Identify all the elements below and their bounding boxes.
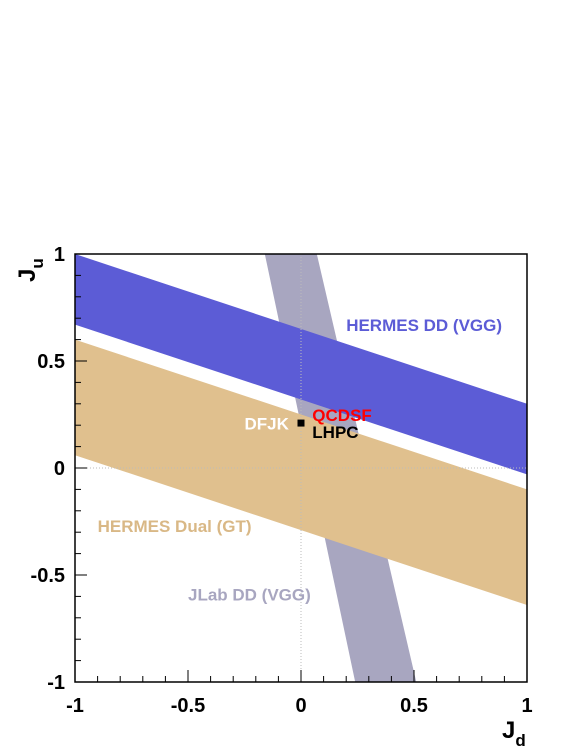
x-tick-label: -0.5 [171,695,205,717]
y-axis-title-main: J [14,269,41,282]
x-axis-title-sub: d [515,731,525,750]
annotation-hermes-dual-gt: HERMES Dual (GT) [98,517,252,536]
y-axis-title-sub: u [28,258,47,268]
points-layer [298,420,305,427]
x-axis-title: Jd [502,717,526,750]
x-axis-title-main: J [502,717,515,744]
point-dfjk [298,420,305,427]
annotation-lhpc: LHPC [312,423,358,442]
x-tick-label: -1 [66,695,84,717]
x-tick-label: 1 [521,695,532,717]
x-tick-label: 0.5 [400,695,428,717]
y-tick-label: 0 [54,458,65,480]
y-tick-label: -0.5 [31,565,65,587]
annotation-hermes-dd-vgg: HERMES DD (VGG) [346,316,502,335]
y-tick-label: 1 [54,244,65,266]
x-tick-label: 0 [295,695,306,717]
y-axis-title: Ju [14,258,47,282]
annotation-jlab-dd-vgg: JLab DD (VGG) [188,586,311,605]
y-tick-label: -1 [47,672,65,694]
annotation-dfjk: DFJK [245,414,290,433]
y-tick-label: 0.5 [37,351,65,373]
